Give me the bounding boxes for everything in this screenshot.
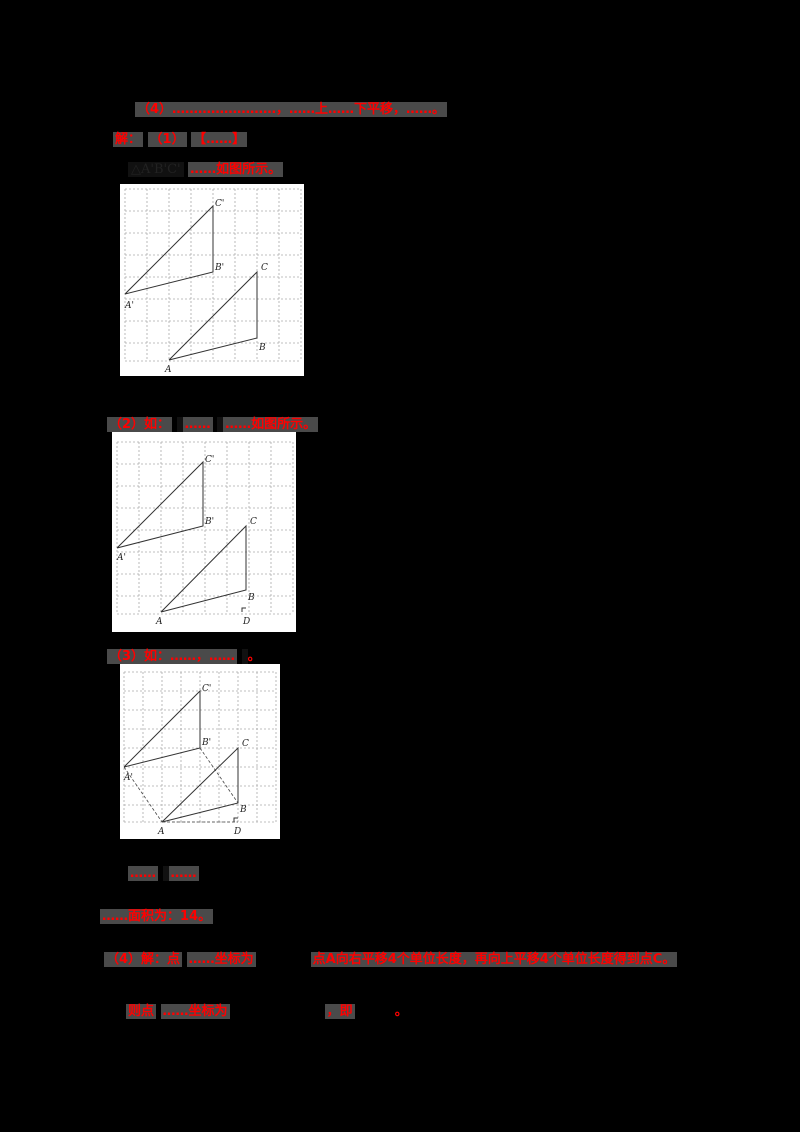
svg-text:C': C'	[205, 455, 214, 465]
svg-text:A': A'	[124, 301, 134, 311]
svg-text:B: B	[258, 343, 266, 353]
svg-text:B': B'	[204, 517, 214, 527]
svg-text:A: A	[155, 617, 163, 627]
svg-text:D: D	[233, 827, 241, 837]
svg-text:D: D	[242, 617, 250, 627]
svg-text:B': B'	[201, 738, 211, 748]
part1-text: △A'B'C' ……如图所示。	[128, 158, 284, 177]
svg-text:C': C'	[202, 684, 211, 694]
part2-text: （2）如： …… ……如图所示。	[107, 417, 319, 432]
svg-text:B': B'	[214, 263, 224, 273]
part4-text: （4）解：点 ……坐标为 点A向右平移4个单位长度，再向上平移4个单位长度得到点…	[104, 952, 678, 967]
svg-text:A: A	[157, 827, 165, 837]
svg-text:B: B	[239, 805, 247, 815]
figure-3-grid: C' B' A' C B A D	[120, 664, 280, 839]
part3-text: （3）如：……，…… 。	[107, 649, 261, 664]
math-formula	[241, 649, 248, 664]
question-4-text: （4）……………………，……上……下平移，……。	[135, 102, 448, 117]
svg-text:C: C	[242, 739, 249, 749]
svg-text:C: C	[250, 517, 257, 527]
figure-2-grid: C' B' A' C B A D	[112, 432, 296, 632]
svg-text:C: C	[261, 263, 268, 273]
math-formula	[217, 417, 224, 432]
area-result: ……面积为：14。	[100, 909, 214, 924]
math-formula	[162, 866, 169, 881]
figure-1-grid: C' B' A' C B A	[120, 184, 304, 376]
svg-text:A': A'	[116, 553, 126, 563]
svg-text:B: B	[247, 593, 255, 603]
math-formula: △A'B'C'	[128, 162, 184, 177]
svg-text:A: A	[164, 365, 172, 375]
svg-text:A': A'	[123, 773, 133, 783]
part4-line2: 则点 ……坐标为 ，即 。	[126, 1004, 408, 1019]
answer-header: 解： （1） 【……】	[113, 132, 248, 147]
area-calculation: …… ……	[128, 866, 199, 881]
math-formula	[176, 417, 183, 432]
svg-text:C': C'	[215, 199, 224, 209]
